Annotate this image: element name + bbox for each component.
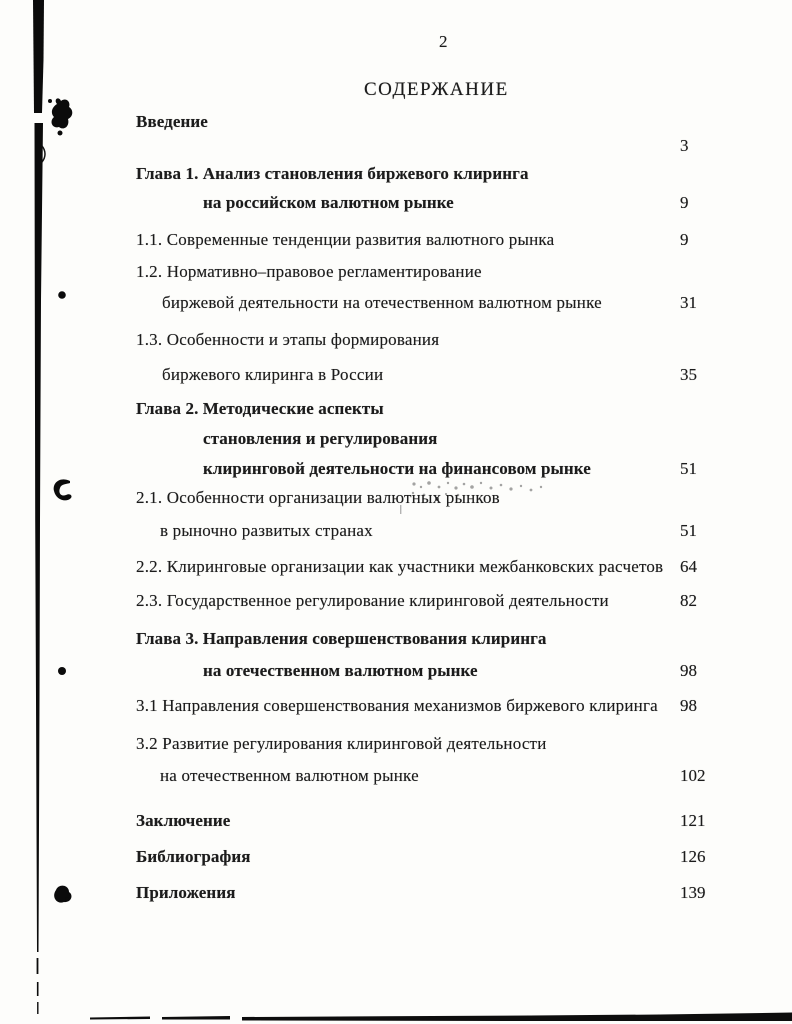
toc-page-ref: 82 xyxy=(680,591,697,610)
toc-line-appendices: Приложения xyxy=(136,883,236,902)
toc-page-ref: 98 xyxy=(680,661,697,680)
toc-line-2-1-cont: в рыночно развитых странах xyxy=(160,521,373,540)
toc-line-1-2: 1.2. Нормативно–правовое регламентирован… xyxy=(136,262,482,281)
toc-line-3-2: 3.2 Развитие регулирования клиринговой д… xyxy=(136,734,547,753)
toc-line-1-3: 1.3. Особенности и этапы формирования xyxy=(136,330,440,349)
toc-page-ref: 9 xyxy=(680,193,689,212)
ink-blob-artifact-middle xyxy=(53,479,72,501)
toc-line-bibliography: Библиография xyxy=(136,847,251,866)
toc-page-ref: 126 xyxy=(680,847,706,866)
binding-bar-artifact xyxy=(33,0,44,1014)
page-number: 2 xyxy=(439,32,448,51)
toc-line-chapter2-cont1: становления и регулирования xyxy=(203,429,438,448)
toc-line-chapter2: Глава 2. Методические аспекты xyxy=(136,399,384,418)
toc-line-2-2: 2.2. Клиринговые организации как участни… xyxy=(136,557,664,576)
ink-blob-artifact-bottom xyxy=(54,885,72,903)
ink-dot-artifact-2 xyxy=(58,667,66,675)
toc-line-2-1: 2.1. Особенности организации валютных ры… xyxy=(136,488,500,507)
toc-page-ref: 31 xyxy=(680,293,697,312)
toc-line-1-3-cont: биржевого клиринга в России xyxy=(162,365,384,384)
toc-page-ref: 35 xyxy=(680,365,697,384)
ink-blob-artifact-top xyxy=(41,98,73,163)
toc-line-chapter2-cont2: клиринговой деятельности на финансовом р… xyxy=(203,459,591,478)
toc-line-chapter3: Глава 3. Направления совершенствования к… xyxy=(136,629,547,648)
bottom-edge-artifact xyxy=(90,1012,792,1021)
toc-line-introduction: Введение xyxy=(136,112,208,131)
toc-line-3-2-cont: на отечественном валютном рынке xyxy=(160,766,419,785)
toc-line-1-1: 1.1. Современные тенденции развития валю… xyxy=(136,230,555,249)
contents-heading: СОДЕРЖАНИЕ xyxy=(364,79,509,100)
toc-line-2-3: 2.3. Государственное регулирование клири… xyxy=(136,591,609,610)
toc-line-1-2-cont: биржевой деятельности на отечественном в… xyxy=(162,293,602,312)
toc-page-ref: 139 xyxy=(680,883,706,902)
toc-line-conclusion: Заключение xyxy=(136,811,231,830)
toc-line-chapter1-cont: на российском валютном рынке xyxy=(203,193,454,212)
toc-page-ref: 98 xyxy=(680,696,697,715)
toc-page-ref: 102 xyxy=(680,766,706,785)
toc-page-ref: 64 xyxy=(680,557,697,576)
ink-dot-artifact-1 xyxy=(58,291,66,299)
toc-page-ref: 51 xyxy=(680,521,697,540)
toc-page-ref: 3 xyxy=(680,136,689,155)
toc-page-ref: 121 xyxy=(680,811,706,830)
toc-page-ref: 51 xyxy=(680,459,697,478)
toc-page-ref: 9 xyxy=(680,230,689,249)
toc-line-chapter3-cont: на отечественном валютном рынке xyxy=(203,661,478,680)
toc-line-chapter1: Глава 1. Анализ становления биржевого кл… xyxy=(136,164,529,183)
toc-line-3-1: 3.1 Направления совершенствования механи… xyxy=(136,696,658,715)
